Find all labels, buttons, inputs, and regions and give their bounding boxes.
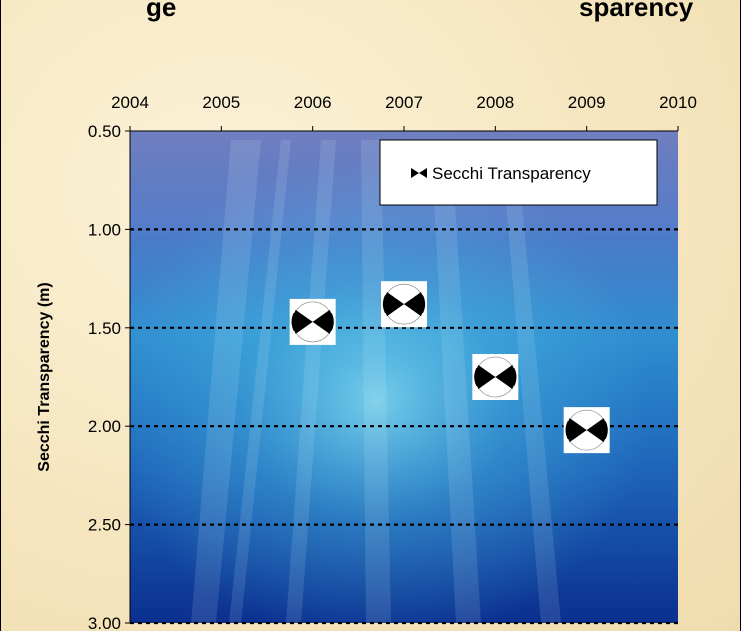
secchi-disk-icon <box>563 407 610 454</box>
x-tick-label: 2007 <box>385 93 423 112</box>
y-tick-label: 1.50 <box>88 319 121 338</box>
y-axis-title: Secchi Transparency (m) <box>36 282 53 471</box>
plot-area <box>130 131 678 623</box>
x-tick-label: 2005 <box>202 93 240 112</box>
x-tick-label: 2004 <box>111 93 149 112</box>
x-tick-label: 2010 <box>659 93 697 112</box>
y-axis-ticks: 0.50 1.00 1.50 2.00 2.50 3.00 <box>88 122 130 631</box>
legend: Secchi Transparency <box>379 139 658 206</box>
y-tick-label: 1.00 <box>88 220 121 239</box>
x-tick-label: 2006 <box>294 93 332 112</box>
x-axis-ticks: 2004 2005 2006 2007 2008 2009 2010 <box>111 93 697 131</box>
gridlines <box>130 228 678 625</box>
y-tick-label: 2.00 <box>88 417 121 436</box>
legend-label: Secchi Transparency <box>432 164 591 183</box>
chart-title-left: ge <box>146 0 176 22</box>
x-tick-label: 2008 <box>476 93 514 112</box>
x-tick-label: 2009 <box>568 93 606 112</box>
secchi-disk-icon <box>381 281 427 328</box>
legend-box <box>379 139 658 206</box>
chart-title-right: sparency <box>579 0 694 22</box>
y-tick-label: 0.50 <box>88 122 121 141</box>
legend-marker-icon <box>411 168 427 178</box>
secchi-disk-icon <box>472 354 519 400</box>
data-points <box>289 281 610 454</box>
y-tick-label: 3.00 <box>88 614 121 631</box>
y-tick-label: 2.50 <box>88 516 121 535</box>
secchi-disk-icon <box>289 298 336 345</box>
